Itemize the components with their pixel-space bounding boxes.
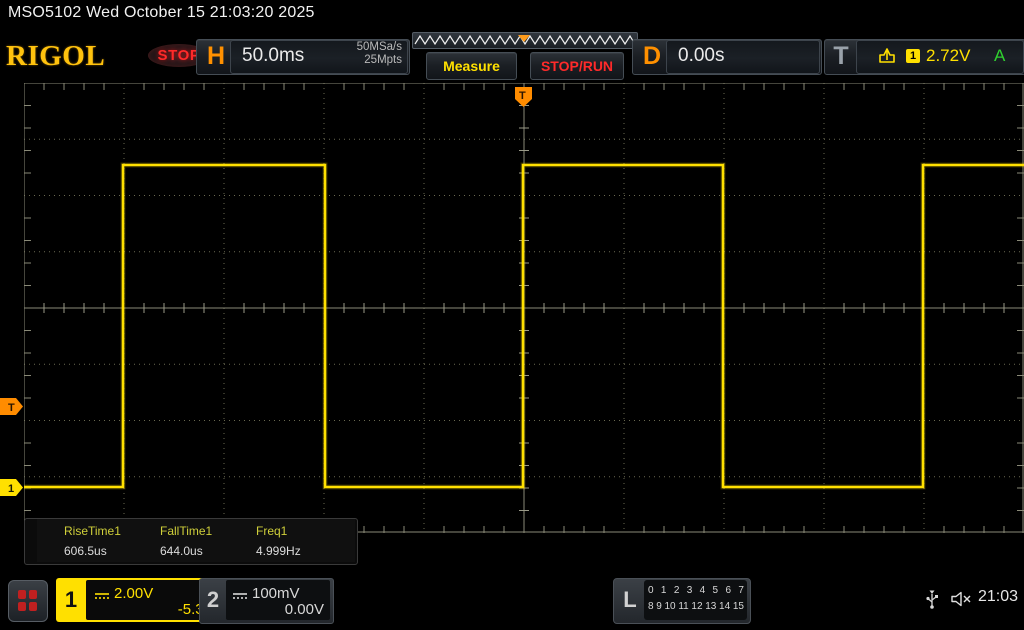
logic-channel[interactable]: 5 — [712, 585, 719, 596]
waveform-display-area[interactable] — [24, 83, 1024, 533]
stop-run-button-label: STOP/RUN — [540, 58, 614, 74]
channel-2-readout — [226, 580, 330, 620]
channel1-waveform-trace — [24, 162, 1024, 490]
logic-channels-readout — [644, 580, 747, 620]
measurement-panel-inner — [37, 519, 355, 562]
logic-channel[interactable]: 9 — [656, 601, 662, 612]
measurement-item[interactable]: Freq1 4.999Hz — [256, 524, 301, 558]
logic-channel[interactable]: 4 — [699, 585, 706, 596]
delay-value: 0.00s — [678, 45, 725, 66]
logic-channel-row-upper: 0 1 2 3 4 5 6 7 — [648, 585, 744, 596]
memory-depth-value: 25Mpts — [364, 54, 402, 66]
logic-channel[interactable]: 10 — [664, 601, 676, 612]
run-status-badge[interactable]: STOP — [148, 44, 210, 67]
border-ticks — [24, 83, 1024, 533]
navigation-position-marker-icon — [518, 35, 530, 42]
clock-label: 21:03 — [978, 588, 1019, 605]
measurement-value: 606.5us — [64, 544, 107, 558]
svg-text:1: 1 — [8, 483, 14, 495]
function-menu-button[interactable] — [8, 580, 48, 622]
stop-run-button[interactable]: STOP/RUN — [530, 52, 624, 80]
logic-channel[interactable]: 12 — [691, 601, 703, 612]
navigation-waveform-icon — [414, 34, 634, 46]
model-datetime-label: MSO5102 Wed October 15 21:03:20 2025 — [8, 4, 315, 21]
measurement-item[interactable]: RiseTime1 606.5us — [64, 524, 121, 558]
trigger-position-marker[interactable]: T — [514, 86, 533, 108]
sample-rate-block: 50MSa/s 25Mpts — [330, 41, 402, 67]
logic-channel[interactable]: 11 — [678, 601, 689, 612]
svg-text:T: T — [519, 90, 526, 102]
measurement-label: FallTime1 — [160, 524, 213, 538]
measurement-value: 4.999Hz — [256, 544, 301, 558]
channel-2-offset: 0.00V — [284, 601, 324, 618]
trigger-level-marker[interactable]: T — [0, 398, 24, 415]
title-bar: MSO5102 Wed October 15 21:03:20 2025 — [0, 0, 1024, 30]
measure-button[interactable]: Measure — [426, 52, 517, 80]
measurement-label: Freq1 — [256, 524, 288, 538]
logic-channel[interactable]: 6 — [725, 585, 731, 596]
delay-letter-icon: D — [642, 42, 662, 70]
delay-field[interactable] — [666, 40, 820, 74]
logic-channel[interactable]: 1 — [660, 585, 667, 596]
logic-channel[interactable]: 13 — [705, 601, 717, 612]
logic-channel[interactable]: 2 — [673, 585, 680, 596]
dc-coupling-icon — [94, 588, 110, 599]
trigger-sweep-mode: A — [994, 46, 1006, 65]
trigger-letter-icon: T — [833, 42, 849, 70]
usb-icon — [925, 589, 939, 609]
dc-coupling-icon — [232, 588, 248, 599]
channel1-ground-marker[interactable]: 1 — [0, 479, 24, 496]
channel-1-number: 1 — [64, 587, 78, 612]
logic-channel[interactable]: 0 — [648, 585, 654, 596]
timebase-field[interactable] — [230, 40, 408, 74]
logic-letter-label: L — [623, 587, 637, 612]
channel-1-vertical-scale: 2.00V — [114, 585, 154, 602]
timebase-value: 50.0ms — [242, 45, 305, 66]
measurement-label: RiseTime1 — [64, 524, 121, 538]
measurement-item[interactable]: FallTime1 644.0us — [160, 524, 212, 558]
svg-text:T: T — [8, 402, 15, 414]
rigol-logo: RIGOL — [6, 40, 106, 72]
channel-2-vertical-scale: 100mV — [252, 585, 300, 602]
logic-channel[interactable]: 7 — [738, 585, 744, 596]
run-status-label: STOP — [157, 47, 201, 64]
center-axis-ticks — [43, 105, 1005, 511]
sample-rate-value: 50MSa/s — [356, 41, 402, 53]
horizontal-letter-icon: H — [206, 42, 226, 70]
measure-button-label: Measure — [443, 58, 500, 74]
trigger-source-badge: 1 — [906, 49, 920, 63]
logic-channel[interactable]: 8 — [648, 601, 654, 612]
rising-edge-icon — [878, 47, 896, 65]
function-grid-icon — [18, 590, 38, 612]
speaker-muted-icon[interactable] — [950, 590, 972, 608]
trigger-field[interactable] — [856, 40, 1024, 74]
logic-channel-row-lower: 8 9 10 11 12 13 14 15 — [648, 601, 744, 612]
measurement-value: 644.0us — [160, 544, 203, 558]
logic-channel[interactable]: 3 — [686, 585, 693, 596]
trigger-level-value: 2.72V — [926, 46, 971, 65]
logic-channel[interactable]: 15 — [732, 601, 744, 612]
logic-channel[interactable]: 14 — [719, 601, 731, 612]
channel-2-number: 2 — [206, 587, 220, 612]
